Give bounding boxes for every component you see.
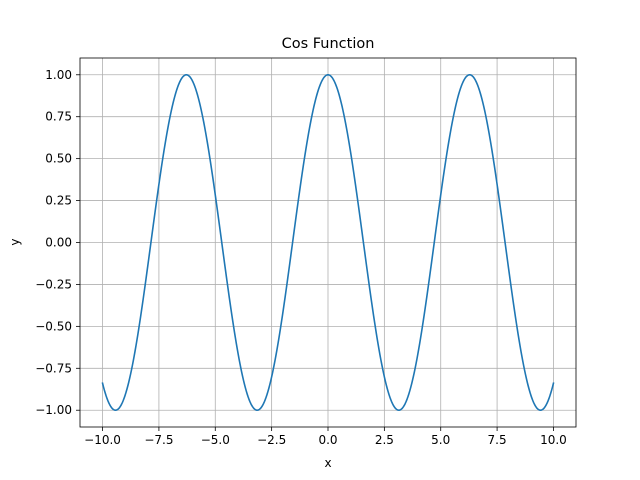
x-tick-label: 5.0 [431,433,450,447]
y-tick-label: 0.25 [45,194,72,208]
y-tick-label: −0.50 [35,319,72,333]
cos-series-line [101,73,555,412]
x-axis-label: x [324,456,331,470]
x-axis-ticks: −10.0 −7.5 −5.0 −2.5 0.0 2.5 5.0 7.5 10.0 [84,427,567,447]
x-tick-label: −2.5 [257,433,286,447]
x-tick-label: 10.0 [540,433,567,447]
y-tick-label: 1.00 [45,68,72,82]
x-tick-label: −5.0 [201,433,230,447]
y-axis-ticks: −1.00 −0.75 −0.50 −0.25 0.00 0.25 0.50 0.75 1.00 [35,68,80,417]
y-tick-label: 0.50 [45,152,72,166]
y-axis-label: y [8,238,22,245]
series-layer [101,73,555,412]
x-tick-label: 0.0 [318,433,337,447]
chart-title: Cos Function [282,36,375,52]
y-tick-label: 0.00 [45,236,72,250]
x-tick-label: 7.5 [488,433,507,447]
x-tick-label: −10.0 [84,433,121,447]
y-tick-label: −0.75 [35,361,72,375]
y-tick-label: 0.75 [45,110,72,124]
y-tick-label: −1.00 [35,403,72,417]
x-tick-label: −7.5 [144,433,173,447]
grid [80,58,576,427]
y-tick-label: −0.25 [35,277,72,291]
x-tick-label: 2.5 [375,433,394,447]
